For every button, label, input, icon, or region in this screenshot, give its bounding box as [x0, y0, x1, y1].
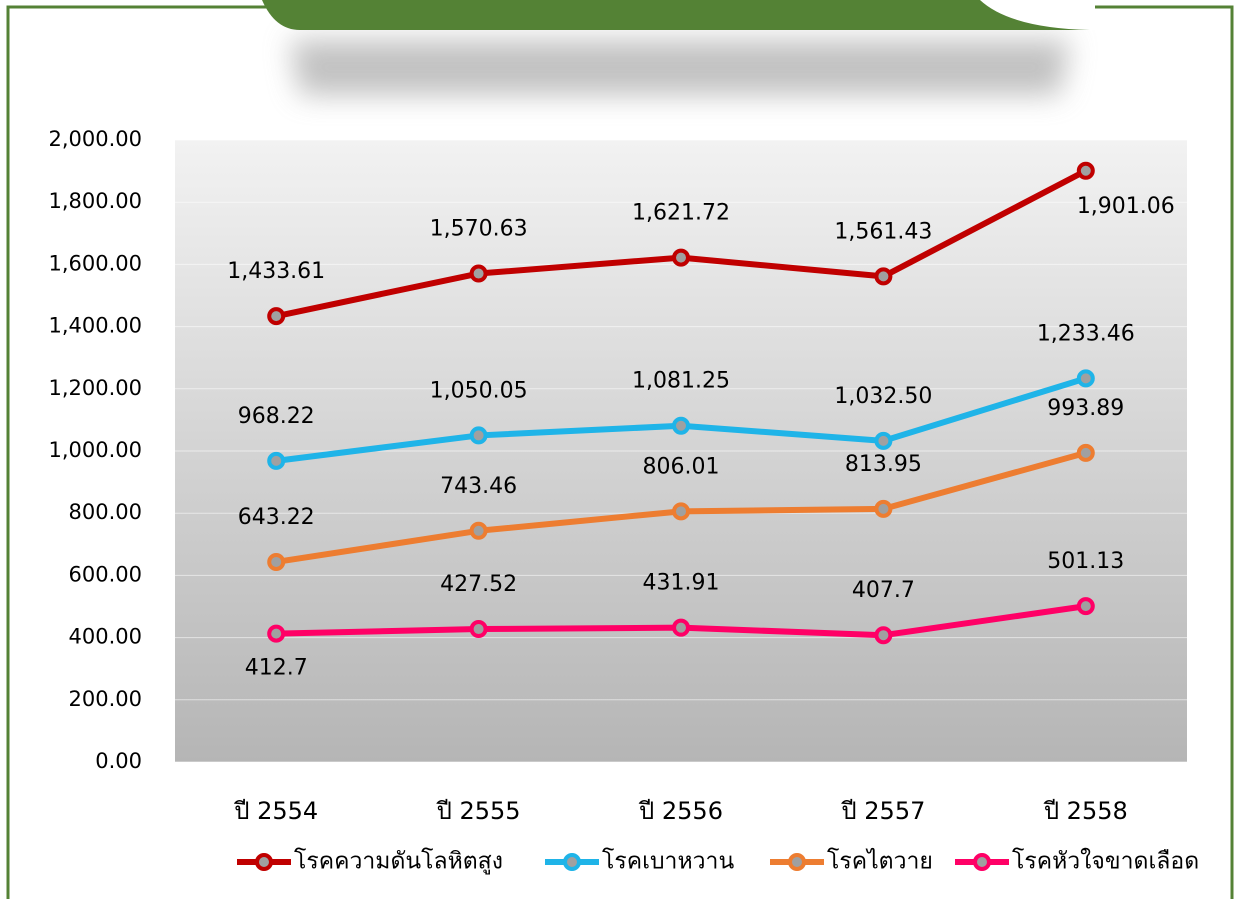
marker	[1076, 443, 1095, 462]
y-tick-label: 600.00	[69, 562, 142, 586]
y-tick-label: 2,000.00	[48, 127, 142, 151]
marker	[874, 267, 893, 286]
y-tick-label: 1,200.00	[48, 376, 142, 400]
legend-marker	[255, 853, 273, 871]
data-label: 1,433.61	[227, 259, 325, 284]
y-tick-label: 200.00	[69, 687, 142, 711]
marker	[1076, 369, 1095, 388]
marker	[267, 307, 286, 326]
x-tick-label: ปี 2556	[638, 797, 723, 825]
data-label: 806.01	[643, 454, 720, 479]
data-label: 427.52	[440, 572, 517, 597]
x-tick-label: ปี 2555	[436, 797, 521, 825]
tab-shadow	[290, 40, 1070, 95]
marker	[267, 451, 286, 470]
marker	[469, 521, 488, 540]
legend-label: โรคความดันโลหิตสูง	[294, 848, 503, 875]
y-tick-label: 1,400.00	[48, 314, 142, 338]
marker	[672, 416, 690, 435]
legend-label: โรคหัวใจขาดเลือด	[1012, 848, 1199, 875]
marker	[267, 552, 286, 571]
marker	[1076, 161, 1095, 180]
x-tick-label: ปี 2554	[233, 797, 318, 825]
data-label: 1,081.25	[632, 369, 730, 394]
data-label: 643.22	[238, 505, 315, 530]
marker	[874, 499, 893, 518]
legend-label: โรคเบาหวาน	[602, 848, 734, 875]
marker	[874, 626, 893, 645]
legend-marker	[563, 853, 581, 871]
data-label: 431.91	[643, 571, 720, 596]
tab-curve	[980, 0, 1095, 30]
data-label: 1,570.63	[430, 217, 528, 242]
data-label: 407.7	[852, 578, 915, 603]
data-label: 968.22	[238, 404, 315, 429]
marker	[874, 431, 893, 450]
marker	[469, 264, 488, 283]
y-tick-label: 0.00	[95, 749, 142, 773]
marker	[672, 502, 690, 521]
marker	[469, 620, 488, 639]
legend-marker	[788, 853, 806, 871]
marker	[672, 248, 690, 267]
x-tick-label: ปี 2557	[840, 797, 925, 825]
data-label: 501.13	[1047, 549, 1124, 574]
data-label: 1,621.72	[632, 201, 730, 226]
legend-label: โรคไตวาย	[827, 848, 933, 875]
marker	[1076, 597, 1095, 616]
y-tick-label: 800.00	[69, 500, 142, 524]
marker	[469, 426, 488, 445]
data-label: 1,032.50	[834, 384, 932, 409]
y-tick-label: 1,800.00	[48, 189, 142, 213]
data-label: 1,233.46	[1037, 321, 1135, 346]
data-label: 743.46	[440, 474, 517, 499]
y-tick-label: 1,000.00	[48, 438, 142, 462]
legend-marker	[973, 853, 991, 871]
data-label: 412.7	[245, 656, 308, 681]
data-label: 1,901.06	[1077, 194, 1175, 219]
data-label: 1,561.43	[834, 219, 932, 244]
data-label: 1,050.05	[430, 378, 528, 403]
tab	[262, 0, 1095, 30]
x-tick-label: ปี 2558	[1043, 797, 1128, 825]
y-tick-label: 1,600.00	[48, 251, 142, 275]
data-label: 993.89	[1047, 396, 1124, 421]
marker	[267, 624, 286, 643]
y-tick-label: 400.00	[69, 625, 142, 649]
marker	[672, 618, 690, 637]
data-label: 813.95	[845, 452, 922, 477]
